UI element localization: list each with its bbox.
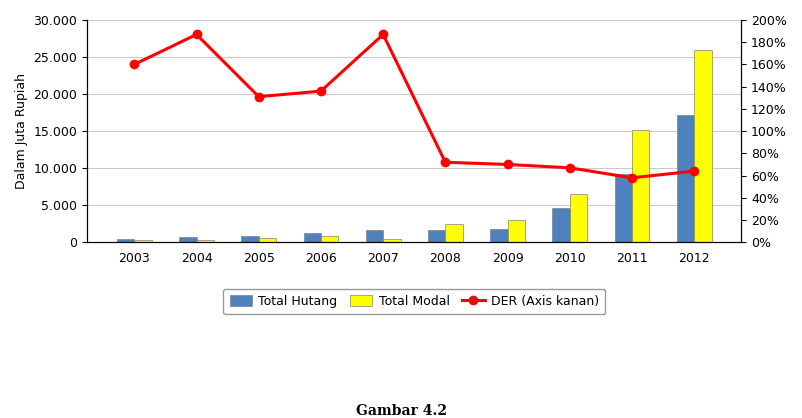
Y-axis label: Dalam Juta Rupiah: Dalam Juta Rupiah	[15, 73, 28, 189]
DER (Axis kanan)	[690, 168, 699, 173]
Bar	[677, 115, 695, 242]
Bar	[196, 240, 214, 242]
Bar	[321, 236, 338, 242]
DER (Axis kanan)	[565, 165, 574, 170]
DER (Axis kanan)	[129, 62, 139, 67]
DER (Axis kanan)	[503, 162, 512, 167]
Bar	[569, 194, 587, 242]
Bar	[117, 239, 134, 242]
Bar	[303, 233, 321, 242]
Bar	[614, 174, 632, 242]
DER (Axis kanan)	[627, 175, 637, 180]
Bar	[179, 237, 196, 242]
Text: Gambar 4.2: Gambar 4.2	[355, 404, 447, 418]
DER (Axis kanan)	[192, 32, 201, 37]
Bar	[241, 236, 259, 242]
Bar	[383, 239, 400, 242]
Bar	[134, 240, 152, 242]
Line: DER (Axis kanan): DER (Axis kanan)	[130, 30, 699, 182]
Bar	[508, 220, 525, 242]
Bar	[553, 208, 569, 242]
Legend: Total Hutang, Total Modal, DER (Axis kanan): Total Hutang, Total Modal, DER (Axis kan…	[223, 288, 606, 314]
Bar	[695, 50, 711, 242]
Bar	[445, 224, 463, 242]
Bar	[366, 230, 383, 242]
Bar	[259, 238, 276, 242]
Bar	[428, 230, 445, 242]
DER (Axis kanan)	[440, 160, 450, 165]
Bar	[490, 229, 508, 242]
DER (Axis kanan)	[316, 89, 326, 94]
Bar	[632, 130, 650, 242]
DER (Axis kanan)	[379, 32, 388, 37]
DER (Axis kanan)	[254, 94, 264, 99]
